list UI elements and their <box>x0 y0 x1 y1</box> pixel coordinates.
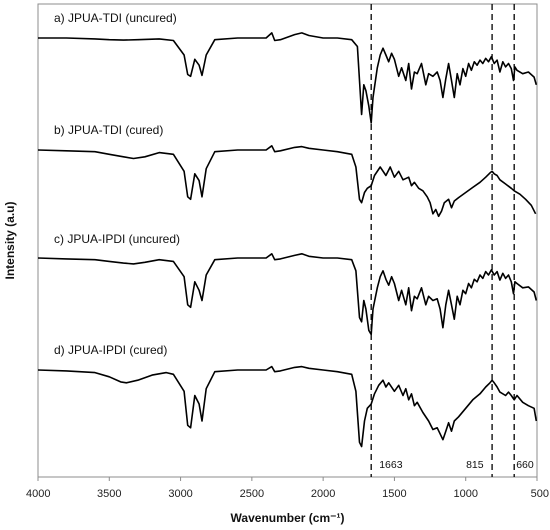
x-tick-label: 500 <box>531 488 549 500</box>
series-labels: a) JPUA-TDI (uncured) b) JPUA-TDI (cured)… <box>54 11 180 357</box>
x-tick-label: 2500 <box>240 488 264 500</box>
spectra-curves <box>37 32 538 448</box>
series-label-1: a) JPUA-TDI (uncured) <box>54 11 177 25</box>
x-axis: 4000 3500 3000 2500 2000 1500 1000 500 <box>26 477 549 500</box>
reference-label-815: 815 <box>466 459 484 471</box>
reference-label-660: 660 <box>516 459 534 471</box>
x-tick-label: 3000 <box>168 488 192 500</box>
series-label-2: b) JPUA-TDI (cured) <box>54 123 163 137</box>
reference-lines: 1663 815 660 <box>370 4 534 477</box>
x-axis-title: Wavenumber (cm⁻¹) <box>231 511 345 525</box>
y-axis-title: Intensity (a.u) <box>3 201 17 279</box>
x-tick-label: 1000 <box>453 488 477 500</box>
reference-label-1663: 1663 <box>379 459 403 471</box>
x-tick-label: 3500 <box>97 488 121 500</box>
x-tick-label: 4000 <box>26 488 50 500</box>
plot-frame <box>37 3 538 478</box>
x-tick-label: 2000 <box>311 488 335 500</box>
series-line-4 <box>37 365 538 448</box>
plot-area <box>37 3 538 478</box>
x-tick-label: 1500 <box>382 488 406 500</box>
series-label-4: d) JPUA-IPDI (cured) <box>54 343 167 357</box>
series-line-3 <box>37 253 538 336</box>
series-line-1 <box>38 32 538 124</box>
series-line-2 <box>37 145 537 218</box>
series-label-3: c) JPUA-IPDI (uncured) <box>54 232 180 246</box>
